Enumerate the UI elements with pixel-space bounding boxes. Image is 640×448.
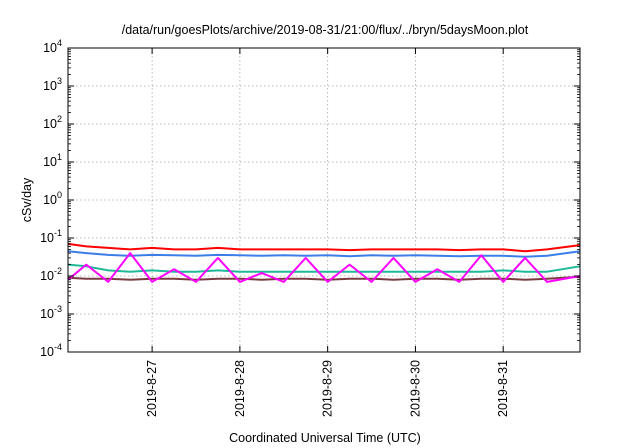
axis-ticks: 10-4 10-3 10-2 10-1 100 101 102 103 104 2019-8-27… [40, 38, 580, 417]
y-tick-label: 104 [43, 38, 62, 55]
y-tick-label: 102 [43, 114, 62, 131]
y-tick-label: 101 [43, 152, 62, 169]
series-line-5 [67, 252, 581, 283]
x-axis-label: Coordinated Universal Time (UTC) [229, 431, 421, 445]
x-tick-label: 2019-8-31 [496, 360, 510, 417]
x-tick-label: 2019-8-30 [408, 360, 422, 417]
y-axis-label: cSv/day [20, 177, 34, 222]
y-tick-label: 10-2 [40, 266, 62, 283]
y-tick-label: 10-4 [40, 342, 62, 359]
series-line-2 [67, 250, 581, 258]
chart-title: /data/run/goesPlots/archive/2019-08-31/2… [122, 23, 529, 37]
series-line-4 [67, 275, 581, 281]
x-tick-label: 2019-8-27 [145, 360, 159, 417]
y-tick-label: 10-1 [40, 228, 62, 245]
y-tick-label: 10-3 [40, 304, 62, 321]
x-tick-label: 2019-8-29 [321, 360, 335, 417]
series-group [67, 242, 581, 283]
y-tick-label: 103 [43, 76, 62, 93]
grid [68, 48, 580, 352]
series-line-1 [67, 242, 581, 253]
y-tick-label: 100 [43, 190, 62, 207]
x-tick-label: 2019-8-28 [233, 360, 247, 417]
series-line-3 [67, 263, 581, 273]
